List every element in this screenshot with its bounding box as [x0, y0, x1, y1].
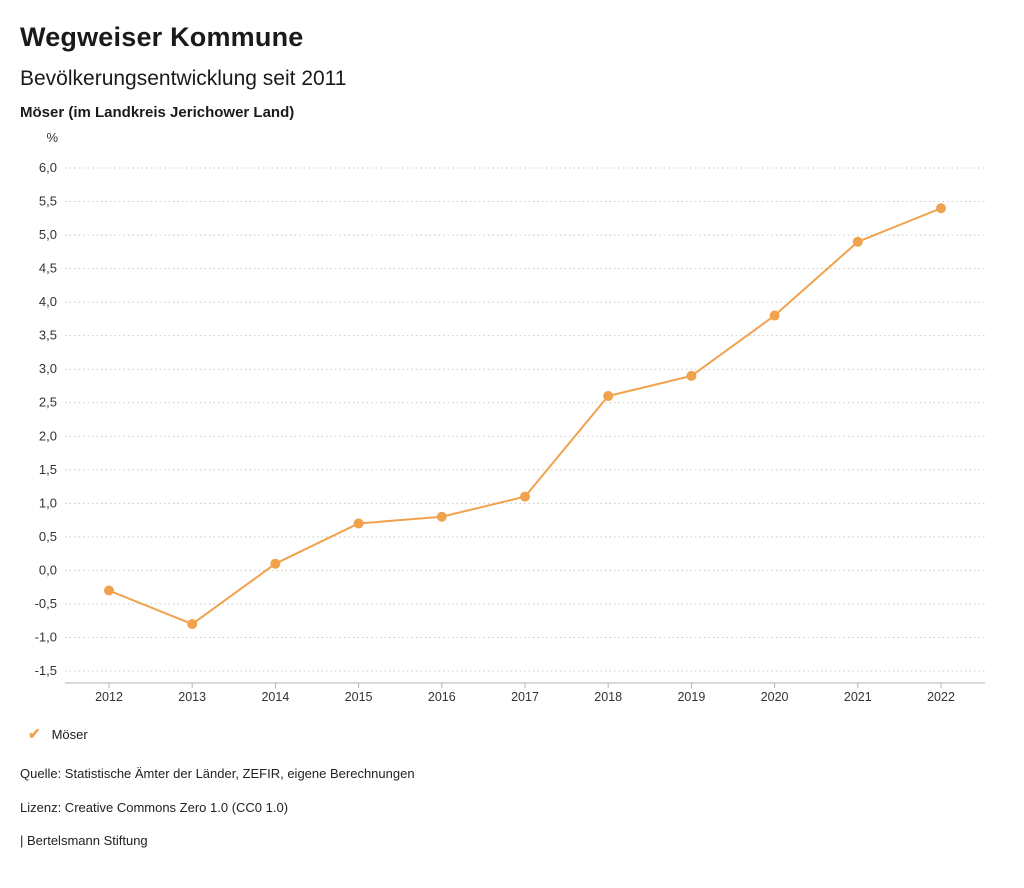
x-tick-label: 2017 [511, 690, 539, 704]
x-tick-label: 2019 [677, 690, 705, 704]
data-point-2017[interactable] [520, 491, 530, 502]
app-title: Wegweiser Kommune [20, 22, 304, 52]
data-point-2021[interactable] [852, 236, 863, 247]
y-tick-label: 1,0 [39, 495, 57, 510]
legend: ✔ Möser [28, 724, 1004, 744]
y-tick-label: 3,0 [39, 361, 57, 376]
chart-canvas: % 6,0 5,5 5,0 4,5 4,0 3,5 3,0 2,5 2,0 1,5 1,0 0,5 0,0… [35, 130, 985, 704]
brand-text: | Bertelsmann Stiftung [20, 833, 148, 848]
chart-title: Bevölkerungsentwicklung seit 2011 [20, 67, 347, 90]
data-point-2012[interactable] [104, 585, 114, 596]
y-tick-label: 4,0 [39, 294, 57, 309]
y-tick-label: 6,0 [39, 160, 57, 175]
x-tick-label: 2022 [927, 690, 955, 704]
data-point-2018[interactable] [603, 391, 614, 402]
x-tick-label: 2014 [261, 690, 289, 704]
y-tick-label: 2,0 [39, 428, 57, 443]
x-tick-label: 2016 [428, 690, 456, 704]
data-point-2014[interactable] [270, 558, 281, 569]
page: Wegweiser Kommune Bevölkerungsentwicklun… [20, 22, 1004, 848]
data-point-2016[interactable] [436, 511, 447, 522]
y-tick-label: 4,5 [39, 261, 57, 276]
y-tick-label: 1,5 [39, 462, 57, 477]
y-tick-label: 0,5 [39, 529, 57, 544]
y-tick-label: 2,5 [39, 395, 57, 410]
line-chart: % 6,0 5,5 5,0 4,5 4,0 3,5 3,0 2,5 2,0 1,5 1,0 0,5 0,0… [20, 123, 1004, 708]
data-point-2013[interactable] [187, 619, 198, 630]
y-axis-unit-label: % [46, 130, 58, 145]
x-tick-label: 2013 [178, 690, 206, 704]
x-tick-label: 2015 [345, 690, 373, 704]
legend-check-icon[interactable]: ✔ [28, 725, 41, 743]
series-line-Möser [108, 207, 942, 626]
region-label: Möser (im Landkreis Jerichower Land) [20, 104, 295, 121]
x-tick-label: 2012 [95, 690, 123, 704]
y-tick-label: 5,0 [39, 227, 57, 242]
data-point-2015[interactable] [353, 518, 364, 529]
x-tick-label: 2018 [594, 690, 622, 704]
y-tick-label: -1,0 [35, 629, 57, 644]
data-point-2022[interactable] [936, 203, 946, 214]
x-tick-label: 2020 [761, 690, 789, 704]
y-tick-label: 0,0 [39, 562, 57, 577]
license-text: Lizenz: Creative Commons Zero 1.0 (CC0 1… [20, 799, 289, 815]
y-tick-label: -0,5 [35, 596, 57, 611]
source-text: Quelle: Statistische Ämter der Länder, Z… [20, 766, 415, 781]
y-tick-label: -1,5 [35, 663, 57, 678]
legend-series-label[interactable]: Möser [51, 726, 88, 742]
data-point-2020[interactable] [769, 310, 780, 321]
y-tick-label: 5,5 [39, 194, 57, 209]
data-point-2019[interactable] [686, 370, 697, 381]
y-tick-label: 3,5 [39, 328, 57, 343]
footer: Quelle: Statistische Ämter der Länder, Z… [20, 766, 1004, 848]
x-tick-label: 2021 [844, 690, 872, 704]
